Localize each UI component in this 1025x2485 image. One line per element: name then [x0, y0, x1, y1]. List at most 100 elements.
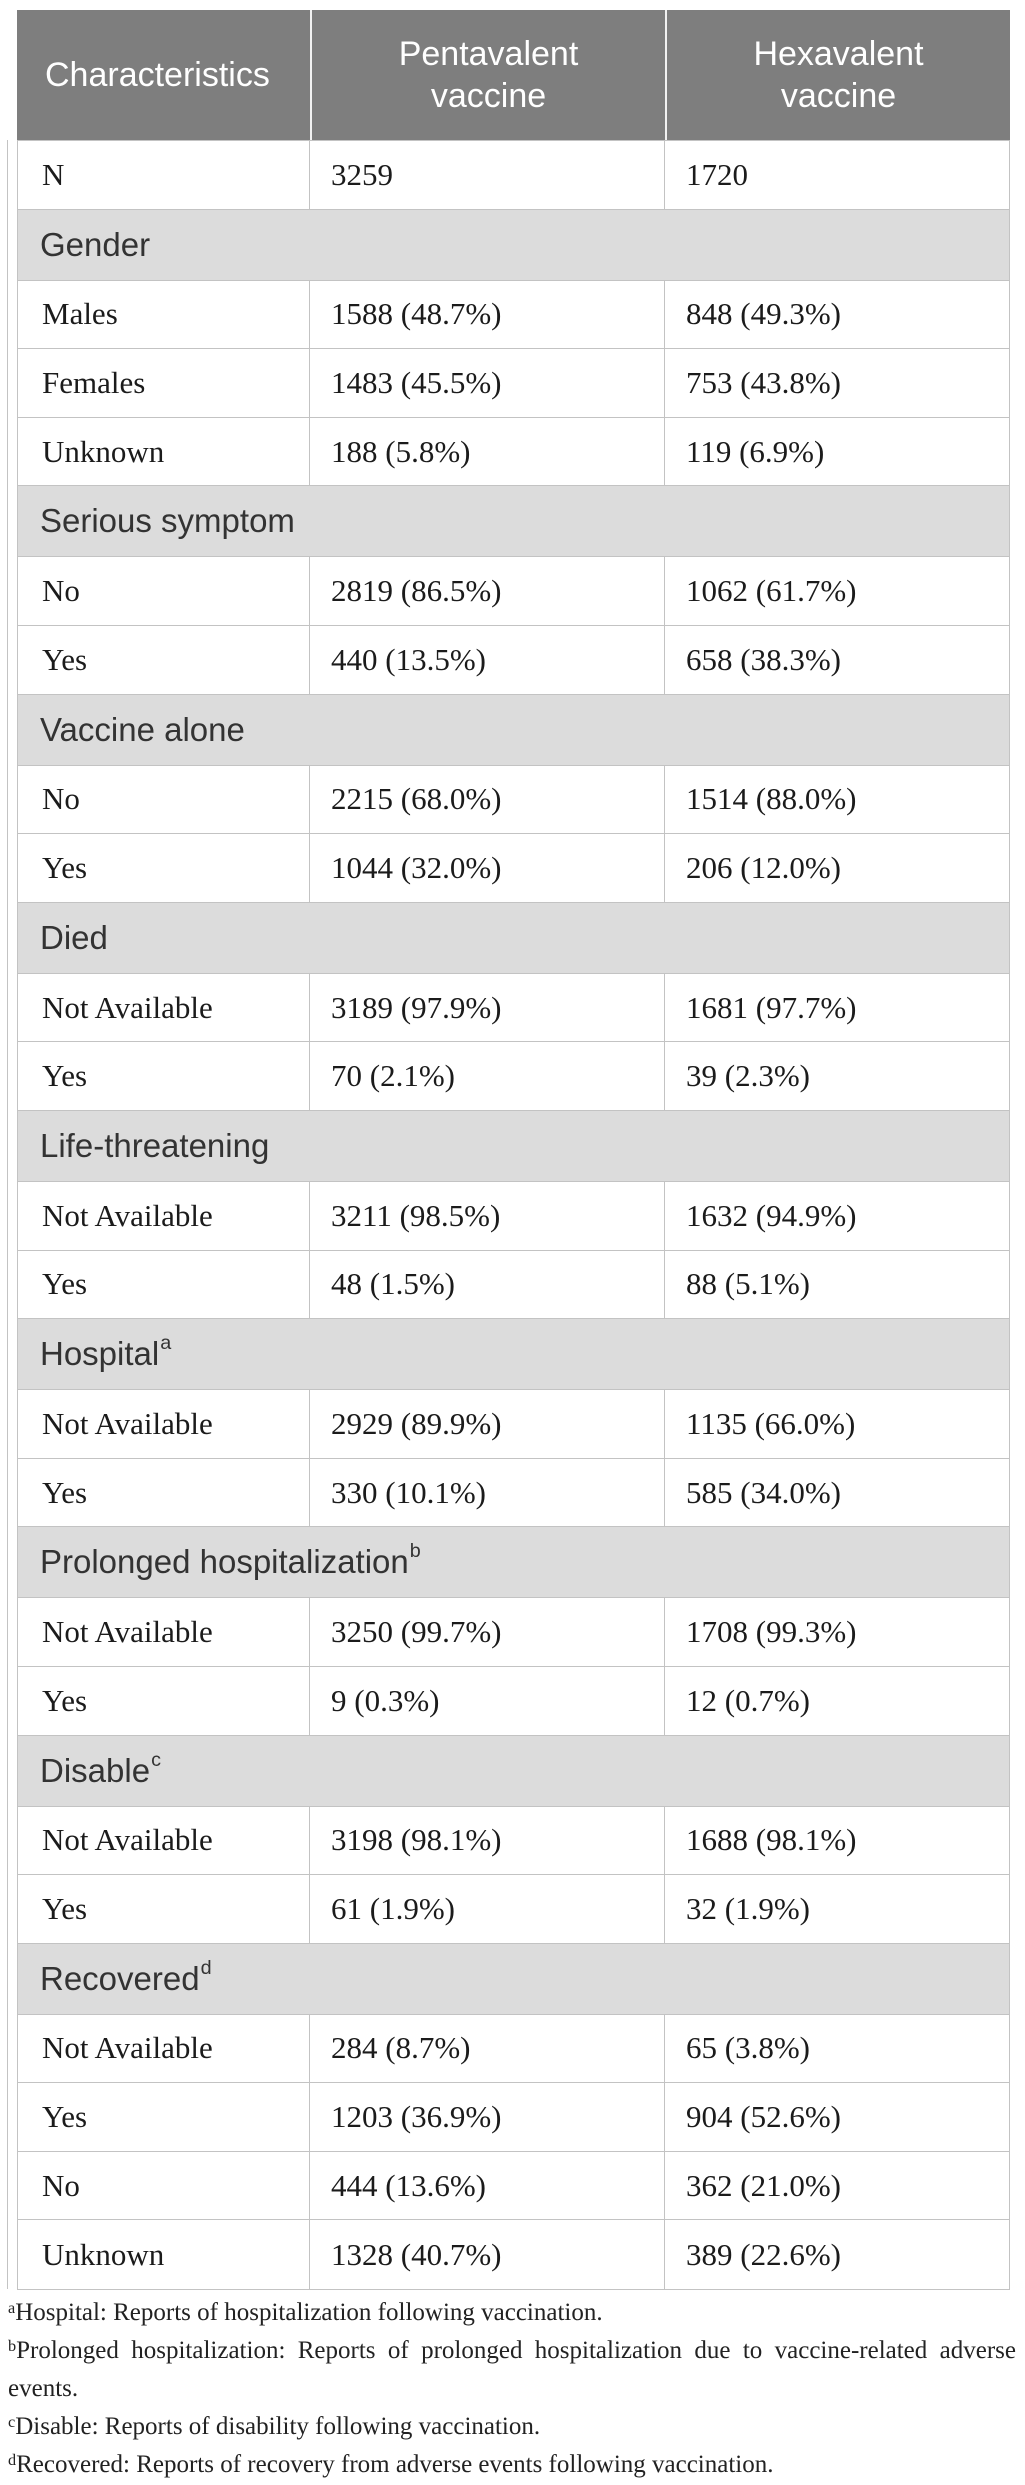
cell-text: 1044 (32.0%) — [331, 849, 502, 885]
value-cell-hexavalent: 1632 (94.9%) — [665, 1182, 1009, 1250]
characteristics-table: Characteristics Pentavalent vaccine Hexa… — [17, 10, 1010, 2291]
cell-text: Not Available — [42, 989, 213, 1025]
value-cell-hexavalent: 12 (0.7%) — [665, 1667, 1009, 1735]
value-cell-pentavalent: 1203 (36.9%) — [310, 2083, 665, 2151]
value-cell-hexavalent: 1514 (88.0%) — [665, 766, 1009, 834]
footnote-text: Hospital: Reports of hospitalization fol… — [15, 2299, 603, 2326]
table-row: Not Available 3250 (99.7%) 1708 (99.3%) — [18, 1598, 1009, 1667]
table-row: Yes 48 (1.5%) 88 (5.1%) — [18, 1250, 1009, 1320]
table-row: N 3259 1720 — [18, 141, 1009, 210]
value-cell-pentavalent: 284 (8.7%) — [310, 2014, 665, 2083]
row-label-cell: Yes — [18, 834, 310, 902]
footnotes: aHospital: Reports of hospitalization fo… — [8, 2294, 1016, 2484]
value-cell-pentavalent: 61 (1.9%) — [310, 1875, 665, 1943]
table-row: Yes 70 (2.1%) 39 (2.3%) — [18, 1042, 1009, 1111]
value-cell-pentavalent: 9 (0.3%) — [310, 1666, 665, 1735]
value-cell-pentavalent: 188 (5.8%) — [310, 417, 665, 486]
table-row: Yes 61 (1.9%) 32 (1.9%) — [18, 1875, 1009, 1944]
cell-text: No — [42, 573, 80, 609]
value-cell-hexavalent: 1681 (97.7%) — [665, 974, 1009, 1042]
footnote: cDisable: Reports of disability followin… — [8, 2408, 1016, 2446]
value-cell-pentavalent: 3198 (98.1%) — [310, 1806, 665, 1875]
cell-text: N — [42, 156, 65, 192]
cell-text: 658 (38.3%) — [686, 641, 841, 677]
cell-text: 88 (5.1%) — [686, 1266, 810, 1302]
section-row: Prolonged hospitalization b — [18, 1527, 1009, 1599]
row-label-cell: Yes — [18, 1458, 310, 1527]
value-cell-hexavalent: 389 (22.6%) — [665, 2220, 1009, 2289]
row-label-cell: Yes — [18, 1666, 310, 1735]
cell-text: 444 (13.6%) — [331, 2167, 486, 2203]
value-cell-pentavalent: 440 (13.5%) — [310, 625, 665, 694]
section-label: Died — [40, 918, 108, 956]
row-label-cell: No — [18, 765, 310, 834]
value-cell-pentavalent: 330 (10.1%) — [310, 1458, 665, 1527]
cell-text: 1328 (40.7%) — [331, 2236, 502, 2272]
row-label-cell: Yes — [18, 625, 310, 694]
section-label: Prolonged hospitalization — [40, 1543, 409, 1581]
cell-text: 61 (1.9%) — [331, 1890, 455, 1926]
column-header-hexavalent-vaccine: Hexavalent vaccine — [665, 10, 1010, 140]
section-row: Gender — [18, 209, 1009, 281]
cell-text: 1632 (94.9%) — [686, 1197, 857, 1233]
cell-text: Yes — [42, 641, 88, 677]
cell-text: 284 (8.7%) — [331, 2030, 471, 2066]
value-cell-pentavalent: 2215 (68.0%) — [310, 765, 665, 834]
cell-text: 12 (0.7%) — [686, 1682, 810, 1718]
section-row: Died — [18, 902, 1009, 974]
table-row: Yes 330 (10.1%) 585 (34.0%) — [18, 1458, 1009, 1528]
table-row: Yes 9 (0.3%) 12 (0.7%) — [18, 1666, 1009, 1736]
value-cell-pentavalent: 3189 (97.9%) — [310, 973, 665, 1042]
cell-text: Unknown — [42, 433, 165, 469]
cell-text: 3211 (98.5%) — [331, 1197, 501, 1233]
table-row: Yes 1044 (32.0%) 206 (12.0%) — [18, 834, 1009, 903]
cell-text: 3198 (98.1%) — [331, 1822, 502, 1858]
cell-text: 39 (2.3%) — [686, 1058, 810, 1094]
cell-text: 1708 (99.3%) — [686, 1614, 857, 1650]
row-label-cell: Not Available — [18, 1598, 310, 1666]
section-row: Recovered d — [18, 1943, 1009, 2015]
column-header-label: Characteristics — [45, 56, 270, 94]
table-row: Yes 440 (13.5%) 658 (38.3%) — [18, 625, 1009, 695]
value-cell-hexavalent: 848 (49.3%) — [665, 281, 1009, 349]
cell-text: Yes — [42, 1266, 88, 1302]
value-cell-hexavalent: 904 (52.6%) — [665, 2083, 1009, 2151]
table-header-row: Characteristics Pentavalent vaccine Hexa… — [17, 10, 1010, 140]
cell-text: 440 (13.5%) — [331, 641, 486, 677]
value-cell-hexavalent: 1708 (99.3%) — [665, 1598, 1009, 1666]
value-cell-hexavalent: 65 (3.8%) — [665, 2015, 1009, 2083]
cell-text: Yes — [42, 1890, 88, 1926]
row-label-cell: Males — [18, 280, 310, 349]
footnote-text: Recovered: Reports of recovery from adve… — [16, 2451, 774, 2478]
row-label-cell: Yes — [18, 1042, 310, 1110]
table-body: N 3259 1720 Gender Males 1588 (48.7%) 848 (49.… — [17, 140, 1010, 2291]
value-cell-hexavalent: 32 (1.9%) — [665, 1875, 1009, 1943]
cell-text: 1135 (66.0%) — [686, 1405, 856, 1441]
value-cell-pentavalent: 2819 (86.5%) — [310, 557, 665, 625]
cell-text: 330 (10.1%) — [331, 1474, 486, 1510]
row-label-cell: Not Available — [18, 973, 310, 1042]
value-cell-hexavalent: 658 (38.3%) — [665, 626, 1009, 694]
cell-text: 848 (49.3%) — [686, 296, 841, 332]
table-row: Females 1483 (45.5%) 753 (43.8%) — [18, 349, 1009, 418]
footnote-marker: d — [8, 2450, 17, 2469]
section-row: Hospital a — [18, 1319, 1009, 1391]
value-cell-pentavalent: 3211 (98.5%) — [310, 1181, 665, 1250]
table-row: Yes 1203 (36.9%) 904 (52.6%) — [18, 2083, 1009, 2152]
value-cell-pentavalent: 1044 (32.0%) — [310, 834, 665, 902]
value-cell-pentavalent: 70 (2.1%) — [310, 1042, 665, 1110]
cell-text: 2819 (86.5%) — [331, 573, 502, 609]
column-header-pentavalent-vaccine: Pentavalent vaccine — [310, 10, 665, 140]
table-row: No 444 (13.6%) 362 (21.0%) — [18, 2151, 1009, 2221]
cell-text: 188 (5.8%) — [331, 433, 471, 469]
cell-text: 1203 (36.9%) — [331, 2099, 502, 2135]
cell-text: Yes — [42, 1058, 88, 1094]
section-label: Life-threatening — [40, 1126, 270, 1164]
cell-text: Yes — [42, 849, 88, 885]
table-row: Males 1588 (48.7%) 848 (49.3%) — [18, 280, 1009, 350]
table-row: Unknown 1328 (40.7%) 389 (22.6%) — [18, 2220, 1009, 2290]
row-label-cell: Yes — [18, 1250, 310, 1319]
cell-text: 1588 (48.7%) — [331, 296, 502, 332]
cell-text: 1514 (88.0%) — [686, 781, 857, 817]
value-cell-hexavalent: 1720 — [665, 141, 1009, 209]
